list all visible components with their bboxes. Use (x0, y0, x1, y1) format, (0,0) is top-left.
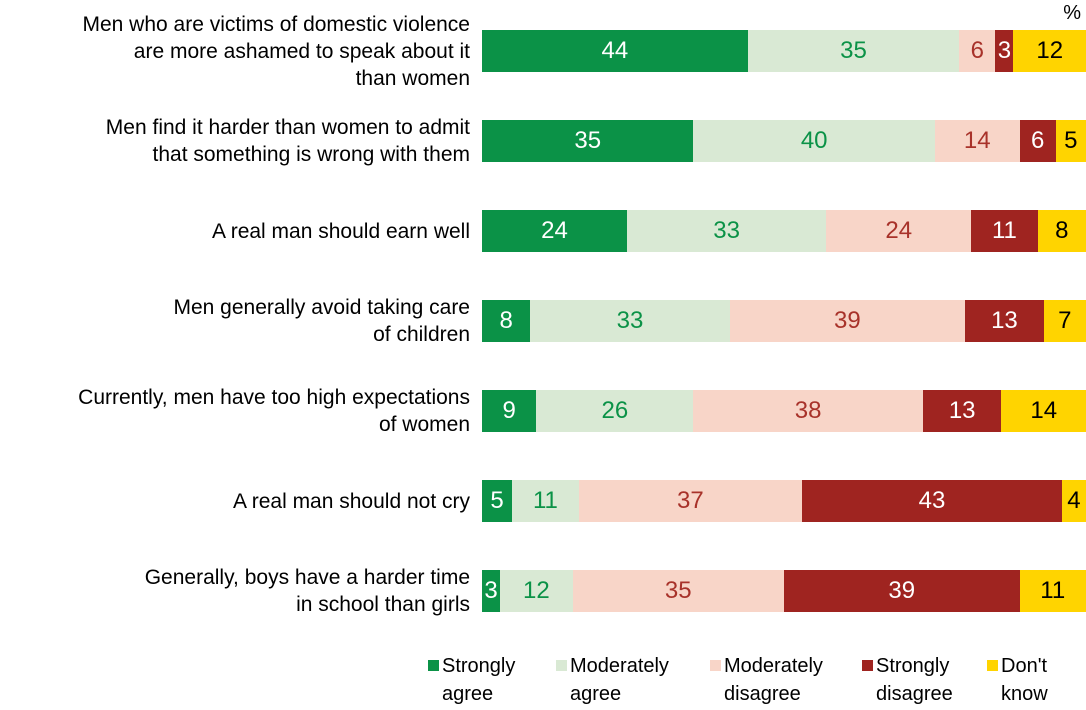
chart-row: Men find it harder than women to admit t… (0, 96, 1086, 186)
category-label: A real man should earn well (212, 219, 470, 243)
bar-segment: 24 (826, 210, 972, 252)
bar-segment: 35 (482, 120, 694, 162)
legend-item: Strongly disagree (862, 652, 953, 708)
chart-row: Generally, boys have a harder time in sc… (0, 546, 1086, 636)
legend-swatch-icon (987, 660, 998, 671)
bar-segment: 6 (959, 30, 996, 72)
bar-segment: 8 (1037, 210, 1086, 252)
bar-segment: 12 (1013, 30, 1086, 72)
bar-segment: 14 (934, 120, 1020, 162)
category-label: Currently, men have too high expectation… (78, 386, 470, 436)
bar-segment: 5 (1055, 120, 1086, 162)
chart-rows: Men who are victims of domestic violence… (0, 6, 1086, 636)
bar-segment: 37 (578, 480, 803, 522)
bar-segment: 11 (1019, 570, 1086, 612)
bar-segment: 24 (482, 210, 627, 252)
bar-segment: 33 (626, 210, 827, 252)
chart-row: Currently, men have too high expectation… (0, 366, 1086, 456)
category-label: Men who are victims of domestic violence… (82, 12, 471, 90)
bar-segment: 13 (965, 300, 1044, 342)
bar-segment: 39 (729, 300, 966, 342)
bar-segment: 13 (922, 390, 1002, 432)
stacked-bar: 35 40 14 6 5 (482, 120, 1086, 162)
legend-swatch-icon (428, 660, 439, 671)
legend-item: Strongly agree (428, 652, 515, 708)
stacked-bar: 9 26 38 13 14 (482, 390, 1086, 432)
bar-segment: 9 (482, 390, 537, 432)
category-label: A real man should not cry (233, 489, 470, 513)
bar-segment: 5 (482, 480, 513, 522)
chart-row: Men who are victims of domestic violence… (0, 6, 1086, 96)
legend-swatch-icon (556, 660, 567, 671)
stacked-bar: 44 35 6 3 12 (482, 30, 1086, 72)
legend-item: Moderately disagree (710, 652, 823, 708)
legend-label: Moderately agree (570, 655, 669, 705)
bar-segment: 39 (783, 570, 1020, 612)
bar-segment: 14 (1001, 390, 1086, 432)
bar-segment: 35 (747, 30, 960, 72)
stacked-bar: 8 33 39 13 7 (482, 300, 1086, 342)
stacked-bar: 24 33 24 11 8 (482, 210, 1086, 252)
legend-label: Moderately disagree (724, 655, 823, 705)
bar-segment: 3 (995, 30, 1014, 72)
bar-segment: 7 (1043, 300, 1086, 342)
chart-row: Men generally avoid taking care of child… (0, 276, 1086, 366)
legend-swatch-icon (862, 660, 873, 671)
legend-label: Strongly agree (442, 655, 516, 705)
bar-segment: 6 (1019, 120, 1056, 162)
bar-segment: 44 (482, 30, 748, 72)
bar-segment: 12 (500, 570, 573, 612)
bar-segment: 43 (802, 480, 1062, 522)
chart-row: A real man should earn well 24 33 24 11 8 (0, 186, 1086, 276)
stacked-bar: 3 12 35 39 11 (482, 570, 1086, 612)
category-label: Men generally avoid taking care of child… (173, 296, 470, 346)
category-label: Generally, boys have a harder time in sc… (144, 566, 470, 616)
bar-segment: 35 (572, 570, 784, 612)
bar-segment: 3 (482, 570, 501, 612)
bar-segment: 11 (971, 210, 1038, 252)
bar-segment: 8 (482, 300, 531, 342)
legend-item: Don't know (987, 652, 1048, 708)
bar-segment: 38 (693, 390, 923, 432)
legend-item: Moderately agree (556, 652, 669, 708)
bar-segment: 40 (693, 120, 935, 162)
bar-segment: 4 (1061, 480, 1086, 522)
bar-segment: 33 (530, 300, 730, 342)
legend-label: Don't know (1001, 655, 1048, 705)
bar-segment: 26 (536, 390, 694, 432)
chart-row: A real man should not cry 5 11 37 43 4 (0, 456, 1086, 546)
bar-segment: 11 (512, 480, 579, 522)
legend-swatch-icon (710, 660, 721, 671)
unit-label: % (1063, 2, 1081, 24)
legend: Strongly agree Moderately agree Moderately… (0, 652, 1086, 710)
category-label: Men find it harder than women to admit t… (105, 116, 470, 166)
legend-label: Strongly disagree (876, 655, 953, 705)
stacked-bar: 5 11 37 43 4 (482, 480, 1086, 522)
